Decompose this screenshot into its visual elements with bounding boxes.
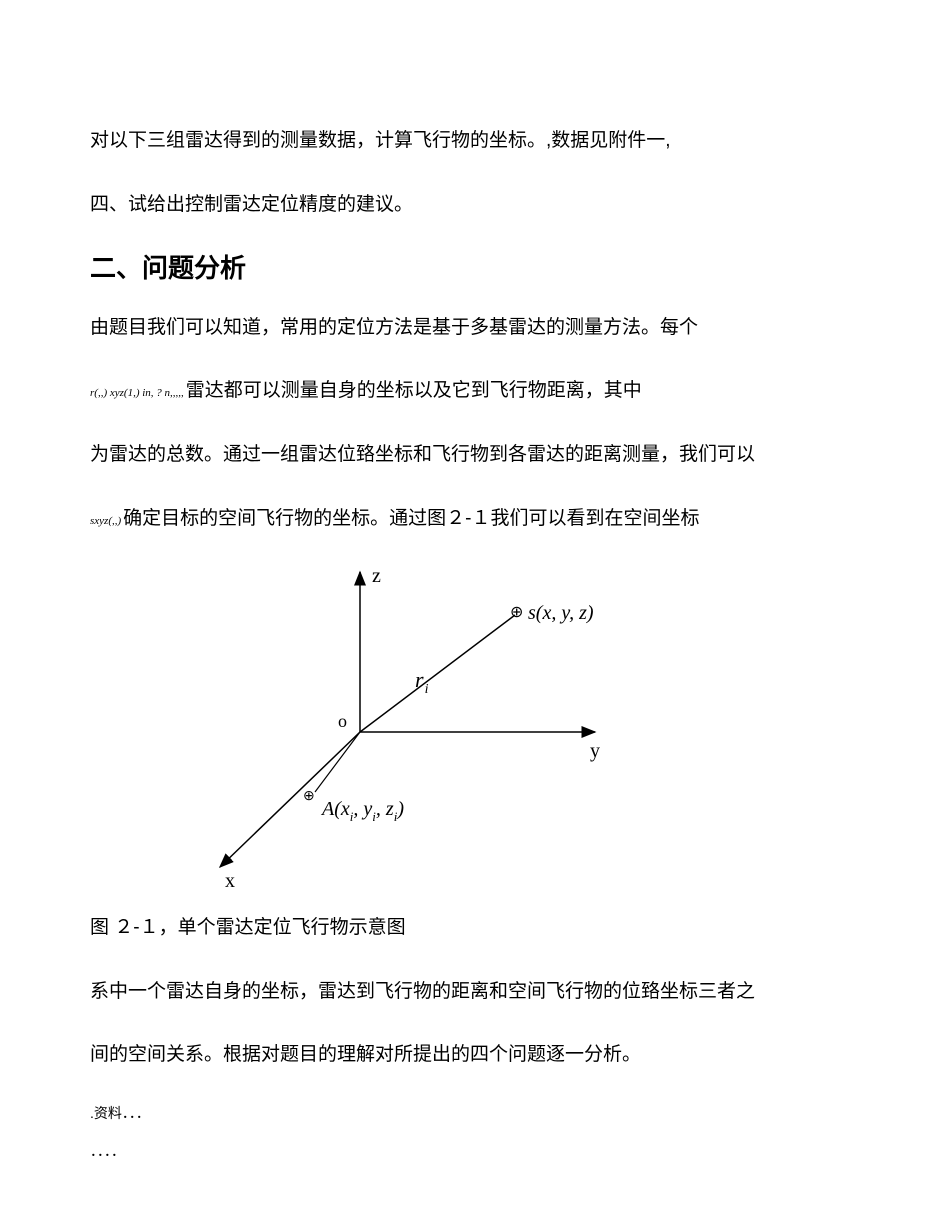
r-label: ri: [415, 667, 429, 697]
a-point-symbol: ⊕: [303, 787, 315, 803]
a-vector-line: [315, 732, 360, 792]
paragraph-7: 系中一个雷达自身的坐标，雷达到飞行物的距离和空间飞行物的位臵坐标三者之: [90, 971, 860, 1013]
math-prefix-1: r(,,) xyz(1,) in, ? n,,,,,: [90, 387, 184, 399]
paragraph-4: r(,,) xyz(1,) in, ? n,,,,,雷达都可以测量自身的坐标以及…: [90, 370, 860, 412]
paragraph-1: 对以下三组雷达得到的测量数据，计算飞行物的坐标。,数据见附件一,: [90, 120, 860, 162]
z-axis-label: z: [372, 565, 381, 587]
s-point-symbol: ⊕: [510, 604, 523, 621]
a-point-label: A(xi, yi, zi): [320, 798, 404, 824]
paragraph-2: 四、试给出控制雷达定位精度的建议。: [90, 184, 860, 226]
origin-label: o: [338, 711, 347, 731]
s-point-label: s(x, y, z): [528, 602, 594, 624]
paragraph-8: 间的空间关系。根据对题目的理解对所提出的四个问题逐一分析。: [90, 1034, 860, 1076]
section-heading: 二、问题分析: [90, 248, 860, 285]
paragraph-5: 为雷达的总数。通过一组雷达位臵坐标和飞行物到各雷达的距离测量，我们可以: [90, 434, 860, 476]
s-vector-line: [360, 615, 515, 732]
paragraph-6-text: 确定目标的空间飞行物的坐标。通过图２-１我们可以看到在空间坐标: [123, 508, 699, 529]
coordinate-diagram: z y x o ri ⊕ s(x, y, z) ⊕ A(xi, yi, zi): [190, 557, 670, 897]
figure-caption: 图 ２-１，单个雷达定位飞行物示意图: [90, 907, 860, 949]
y-axis-label: y: [590, 740, 600, 762]
paragraph-3: 由题目我们可以知道，常用的定位方法是基于多基雷达的测量方法。每个: [90, 307, 860, 349]
paragraph-4-text: 雷达都可以测量自身的坐标以及它到飞行物距离，其中: [186, 380, 642, 401]
trailing-dots: ．．．．: [90, 1141, 860, 1161]
footer-note: .资料．．．: [90, 1098, 860, 1129]
x-axis-label: x: [225, 870, 235, 892]
paragraph-6: sxyz(,,)确定目标的空间飞行物的坐标。通过图２-１我们可以看到在空间坐标: [90, 498, 860, 540]
math-prefix-2: sxyz(,,): [90, 515, 121, 527]
